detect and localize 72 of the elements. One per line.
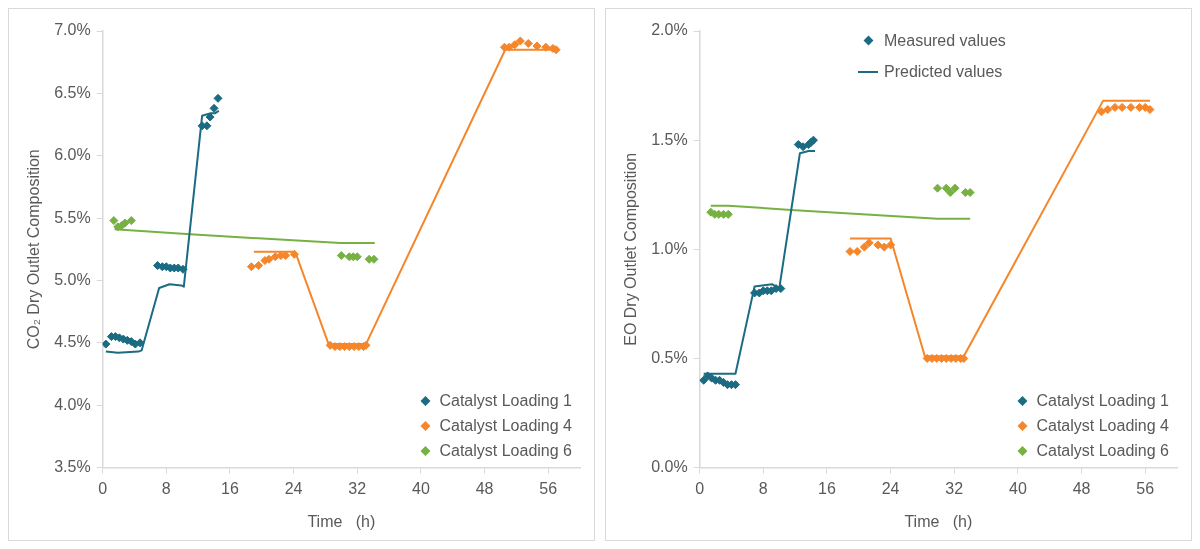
y-tick-label: 1.0% — [651, 239, 688, 257]
y-tick-label: 0.5% — [651, 348, 688, 366]
x-tick-label: 40 — [1008, 479, 1027, 497]
x-tick-label: 32 — [348, 479, 367, 497]
point — [109, 216, 119, 226]
point — [1110, 102, 1120, 112]
legend-label: Catalyst Loading 1 — [1036, 391, 1170, 409]
x-tick-label: 48 — [1072, 479, 1091, 497]
legend-label: Catalyst Loading 4 — [1036, 416, 1170, 434]
point — [798, 142, 808, 152]
point — [852, 246, 862, 256]
x-tick-label: 56 — [539, 479, 558, 497]
x-tick-label: 24 — [881, 479, 900, 497]
y-tick-label: 6.5% — [54, 83, 91, 101]
y-tick-label: 4.0% — [54, 395, 91, 413]
x-tick-label: 0 — [695, 479, 705, 497]
point — [1103, 105, 1113, 115]
point — [541, 42, 551, 52]
y-tick-label: 4.5% — [54, 333, 91, 351]
x-tick-label: 16 — [221, 479, 239, 497]
point — [1126, 102, 1136, 112]
legend-label: Catalyst Loading 4 — [439, 416, 573, 434]
point — [523, 38, 533, 48]
x-tick-label: 16 — [818, 479, 836, 497]
y-tick-label: 5.0% — [54, 270, 91, 288]
point — [941, 183, 951, 193]
y-tick-label: 7.0% — [54, 21, 91, 39]
point — [515, 36, 525, 46]
x-tick-label: 24 — [284, 479, 303, 497]
point — [213, 93, 223, 103]
point — [209, 103, 219, 113]
point — [864, 238, 874, 248]
x-axis-title: Time (h) — [904, 512, 973, 530]
point — [246, 262, 256, 272]
point — [933, 183, 943, 193]
legend-label: Catalyst Loading 1 — [439, 391, 573, 409]
y-tick-label: 0.0% — [651, 458, 688, 476]
y-tick-label: 1.5% — [651, 130, 688, 148]
legend-label: Catalyst Loading 6 — [439, 441, 573, 459]
point — [950, 183, 960, 193]
x-tick-label: 32 — [945, 479, 964, 497]
y-tick-label: 6.0% — [54, 146, 91, 164]
point — [336, 251, 346, 261]
legend-label: Catalyst Loading 6 — [1036, 441, 1170, 459]
annotation: Predicted values — [884, 62, 1003, 81]
x-tick-label: 48 — [475, 479, 494, 497]
y-tick-label: 3.5% — [54, 458, 91, 476]
point — [1145, 105, 1155, 115]
point — [510, 40, 520, 50]
x-tick-label: 56 — [1136, 479, 1155, 497]
point — [879, 242, 889, 252]
point — [254, 261, 264, 271]
point — [873, 240, 883, 250]
point — [945, 188, 955, 198]
point — [845, 246, 855, 256]
x-tick-label: 0 — [98, 479, 108, 497]
y-axis-title: EO Dry Outlet Composition — [622, 152, 640, 346]
point — [126, 216, 136, 226]
annotation: Measured values — [884, 31, 1006, 50]
x-tick-label: 8 — [758, 479, 768, 497]
y-axis-title: CO₂ Dry Outlet Composition — [25, 149, 43, 350]
point — [886, 240, 896, 250]
y-tick-label: 5.5% — [54, 208, 91, 226]
point — [289, 249, 299, 259]
point — [1117, 102, 1127, 112]
x-axis-title: Time (h) — [307, 512, 376, 530]
point — [102, 339, 111, 349]
point — [1096, 107, 1106, 117]
point — [859, 242, 869, 252]
x-tick-label: 8 — [161, 479, 171, 497]
x-tick-label: 40 — [411, 479, 430, 497]
y-tick-label: 2.0% — [651, 21, 688, 39]
